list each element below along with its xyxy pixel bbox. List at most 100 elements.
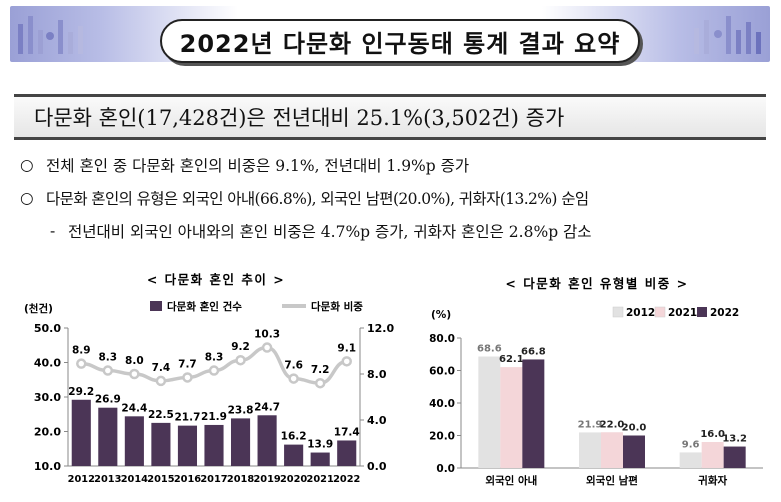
x-tick-label: 2016 bbox=[174, 474, 201, 485]
y-axis-unit-label: (천건) bbox=[24, 302, 53, 315]
headline-box: 다문화 혼인(17,428건)은 전년대비 25.1%(3,502건) 증가 bbox=[14, 94, 766, 140]
bar bbox=[71, 399, 91, 466]
marriage-trend-chart-svg: < 다문화 혼인 추이 > (천건) 다문화 혼인 건수 다문화 비중 10.0 20.0… bbox=[24, 272, 394, 485]
bar-value-label: 66.8 bbox=[521, 346, 546, 357]
legend-swatch-2012 bbox=[612, 306, 624, 318]
bar-value-label: 21.7 bbox=[174, 412, 200, 424]
title-box: 2022년 다문화 인구동태 통계 결과 요약 bbox=[160, 19, 640, 63]
x-tick-label: 2019 bbox=[253, 474, 280, 485]
marriage-type-chart-svg: < 다문화 혼인 유형별 비중 > (%) 2012 2021 2022 0.0 20.0 4… bbox=[429, 276, 763, 487]
x-tick-label: 외국인 남편 bbox=[586, 474, 638, 487]
chart-title: < 다문화 혼인 유형별 비중 > bbox=[505, 276, 688, 291]
bar-2021 bbox=[601, 432, 623, 468]
y-tick-label-left: 20.0 bbox=[34, 426, 61, 439]
bar-2022 bbox=[522, 359, 545, 468]
bar bbox=[230, 418, 251, 466]
ratio-point bbox=[314, 377, 326, 389]
bar-value-label: 23.8 bbox=[228, 404, 254, 416]
y-tick-label: 0.0 bbox=[436, 463, 455, 475]
circle-bullet-icon: ○ bbox=[20, 155, 34, 174]
x-tick-label: 2017 bbox=[200, 474, 227, 485]
ratio-point bbox=[208, 365, 220, 376]
x-tick-label: 2022 bbox=[333, 474, 360, 485]
bar-value-label: 13.9 bbox=[307, 439, 333, 451]
bar-2022 bbox=[723, 446, 746, 468]
bar-2022 bbox=[623, 435, 645, 468]
bar-value-label: 22.5 bbox=[148, 409, 174, 421]
ratio-value-label: 7.2 bbox=[311, 364, 330, 376]
y-tick-label: 20.0 bbox=[429, 431, 455, 443]
x-tick-label: 2020 bbox=[280, 474, 307, 485]
x-tick-label: 귀화자 bbox=[698, 474, 727, 487]
ratio-value-label: 8.0 bbox=[125, 355, 144, 367]
bar-value-label: 17.4 bbox=[334, 426, 360, 438]
bar-value-label: 21.9 bbox=[578, 419, 603, 430]
bar-value-label: 22.0 bbox=[600, 419, 625, 430]
headline-text: 다문화 혼인(17,428건)은 전년대비 25.1%(3,502건) 증가 bbox=[34, 106, 565, 130]
circle-bullet-icon: ○ bbox=[20, 188, 34, 207]
bar-value-label: 24.4 bbox=[121, 402, 147, 414]
legend-swatch-bar bbox=[150, 301, 162, 311]
legend-label-2021: 2021 bbox=[668, 307, 697, 319]
ratio-point bbox=[288, 373, 299, 384]
x-tick-label: 2018 bbox=[227, 474, 254, 485]
legend-swatch-2022 bbox=[697, 307, 707, 317]
bar bbox=[98, 407, 118, 466]
bar-value-label: 29.2 bbox=[68, 386, 94, 398]
ratio-value-label: 7.4 bbox=[152, 362, 171, 374]
bar-value-label: 21.9 bbox=[201, 411, 227, 423]
legend-label-line: 다문화 비중 bbox=[311, 300, 363, 313]
ratio-value-label: 7.6 bbox=[284, 360, 303, 372]
legend-swatch-2021 bbox=[654, 306, 666, 318]
ratio-value-label: 10.3 bbox=[254, 329, 280, 341]
ratio-point bbox=[341, 356, 352, 367]
y-tick-label-right: 8.0 bbox=[367, 368, 387, 381]
x-tick-label: 2014 bbox=[121, 474, 148, 485]
y-tick-label: 40.0 bbox=[429, 398, 455, 410]
bar-2021 bbox=[500, 367, 523, 468]
bar-value-label: 13.2 bbox=[722, 434, 747, 445]
y-tick-label: 80.0 bbox=[429, 333, 455, 345]
bar bbox=[337, 440, 357, 466]
bar bbox=[124, 416, 144, 466]
bar-2012 bbox=[579, 432, 601, 468]
y-tick-label-left: 10.0 bbox=[34, 460, 61, 473]
bar-value-label: 24.7 bbox=[254, 401, 280, 413]
bar-value-label: 62.1 bbox=[499, 354, 524, 365]
ratio-value-label: 9.1 bbox=[337, 342, 356, 354]
ratio-point bbox=[182, 372, 193, 383]
bar-2012 bbox=[478, 356, 501, 468]
y-axis-unit-label: (%) bbox=[431, 309, 451, 321]
bar bbox=[151, 422, 171, 466]
bar bbox=[204, 424, 224, 466]
bullet-text: 전년대비 외국인 아내와의 혼인 비중은 4.7%p 증가, 귀화자 혼인은 2… bbox=[68, 222, 592, 241]
y-tick-label-right: 0.0 bbox=[367, 460, 387, 473]
legend-label-bar: 다문화 혼인 건수 bbox=[167, 300, 242, 313]
legend-label-2022: 2022 bbox=[710, 307, 739, 319]
y-tick-label-left: 40.0 bbox=[34, 357, 61, 370]
y-tick-label-right: 4.0 bbox=[367, 414, 387, 427]
x-tick-label: 2013 bbox=[94, 474, 121, 485]
bar-value-label: 16.0 bbox=[700, 429, 725, 440]
x-tick-label: 2012 bbox=[68, 474, 95, 485]
bar-value-label: 68.6 bbox=[477, 344, 502, 355]
page-title: 2022년 다문화 인구동태 통계 결과 요약 bbox=[179, 29, 621, 58]
ratio-value-label: 7.7 bbox=[178, 358, 197, 370]
x-tick-label: 외국인 아내 bbox=[485, 474, 537, 487]
marriage-trend-chart: < 다문화 혼인 추이 > (천건) 다문화 혼인 건수 다문화 비중 10.0 20.0… bbox=[20, 268, 412, 502]
y-tick-label-left: 30.0 bbox=[34, 391, 61, 404]
marriage-type-chart: < 다문화 혼인 유형별 비중 > (%) 2012 2021 2022 0.0 20.0 4… bbox=[425, 268, 770, 502]
banner-decoration-right bbox=[694, 16, 761, 54]
summary-bullets: ○ 전체 혼인 중 다문화 혼인의 비중은 9.1%, 전년대비 1.9%p 증… bbox=[20, 148, 775, 247]
bar bbox=[257, 415, 277, 466]
ratio-point bbox=[129, 368, 140, 380]
bullet-item: ○ 전체 혼인 중 다문화 혼인의 비중은 9.1%, 전년대비 1.9%p 증… bbox=[20, 148, 775, 181]
ratio-value-label: 9.2 bbox=[231, 341, 250, 353]
dash-bullet-icon: - bbox=[50, 221, 56, 240]
bar-value-label: 26.9 bbox=[95, 394, 121, 406]
bar bbox=[310, 452, 330, 466]
x-tick-label: 2015 bbox=[147, 474, 174, 485]
bar-2021 bbox=[701, 442, 724, 468]
ratio-value-label: 8.9 bbox=[72, 345, 91, 357]
legend-label-2012: 2012 bbox=[626, 307, 655, 319]
